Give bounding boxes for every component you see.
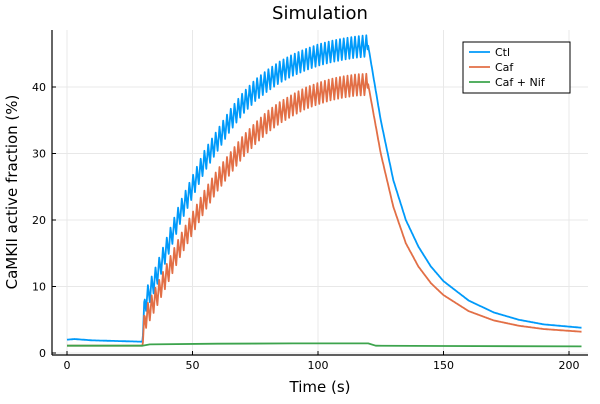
chart-title: Simulation: [272, 3, 368, 24]
x-tick-label: 200: [559, 359, 580, 372]
y-tick-label: 20: [32, 214, 46, 227]
y-tick-label: 10: [32, 281, 46, 294]
y-tick-label: 30: [32, 148, 46, 161]
legend-label: Caf: [495, 61, 514, 74]
series-line-caf-nif: [67, 342, 582, 348]
x-tick-label: 50: [186, 359, 200, 372]
x-tick-label: 0: [64, 359, 71, 372]
series-line-caf: [66, 72, 582, 347]
axes: 0 50 100 150 200 0 10 20 30 40: [32, 30, 588, 372]
x-axis-label: Time (s): [289, 378, 351, 396]
y-tick-label: 0: [39, 347, 46, 360]
x-tick-label: 100: [308, 359, 329, 372]
legend: Ctl Caf Caf + Nif: [462, 41, 571, 94]
x-tick-label: 150: [433, 359, 454, 372]
legend-label: Ctl: [495, 46, 510, 59]
legend-label: Caf + Nif: [495, 76, 546, 89]
series-lines: [66, 34, 582, 348]
y-axis-label: CaMKII active fraction (%): [3, 95, 21, 290]
series-line-ctl: [66, 34, 582, 343]
y-tick-label: 40: [32, 81, 46, 94]
